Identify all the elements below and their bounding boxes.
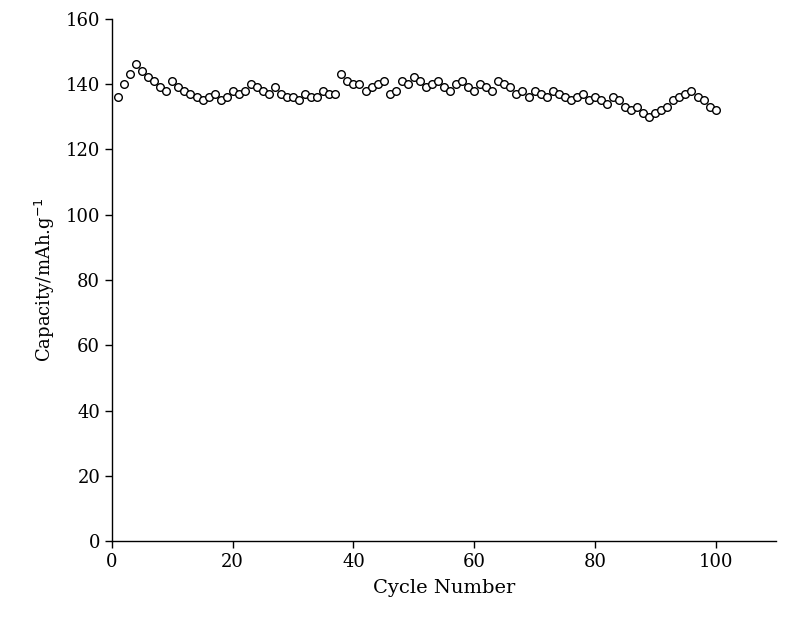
- Y-axis label: Capacity/mAh.g$^{-1}$: Capacity/mAh.g$^{-1}$: [34, 198, 58, 362]
- X-axis label: Cycle Number: Cycle Number: [373, 579, 515, 597]
